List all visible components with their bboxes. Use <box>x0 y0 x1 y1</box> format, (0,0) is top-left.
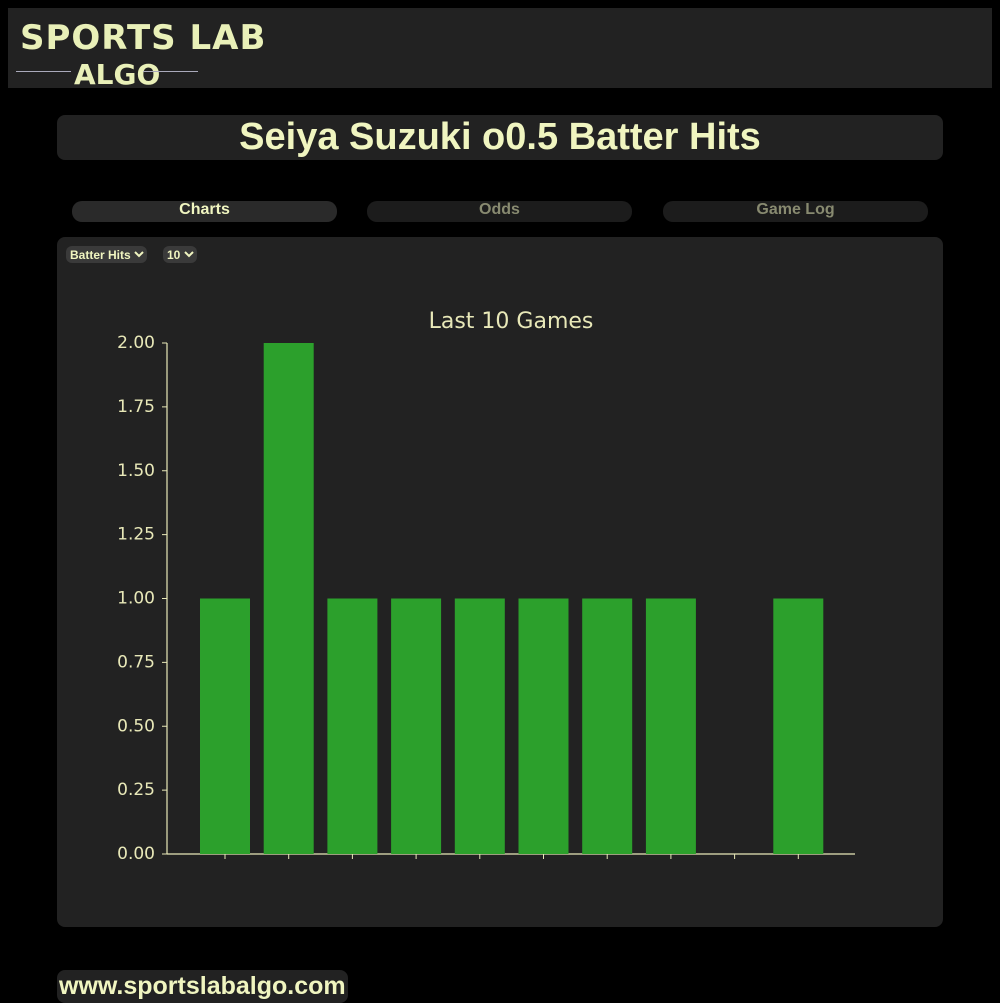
bar <box>773 598 824 854</box>
bar <box>327 598 378 854</box>
bar <box>391 598 442 854</box>
footer-link[interactable]: www.sportslabalgo.com <box>57 970 348 1003</box>
logo-rule <box>143 71 198 72</box>
bar <box>263 343 314 854</box>
tab[interactable]: Odds <box>367 201 632 222</box>
bar <box>518 598 569 854</box>
y-tick-label: 0.75 <box>117 652 155 672</box>
y-tick-label: 2.00 <box>117 333 155 353</box>
header: SPORTS LAB ALGO <box>8 8 992 91</box>
y-tick-label: 1.50 <box>117 461 155 481</box>
y-tick-label: 1.00 <box>117 589 155 609</box>
y-tick-label: 0.00 <box>117 844 155 864</box>
tab[interactable]: Charts <box>72 201 337 222</box>
y-tick-label: 0.50 <box>117 716 155 736</box>
chart-panel: Batter Hits 10 Last 10 Games 0.00 0.25 0.5… <box>57 237 943 927</box>
chart: Last 10 Games 0.00 0.25 0.50 0.75 1.00 1.25 1.… <box>117 309 855 864</box>
bar <box>582 598 633 854</box>
logo-text[interactable]: ALGO <box>74 58 161 91</box>
logo-text[interactable]: SPORTS LAB <box>20 18 267 58</box>
games-select[interactable]: 10 <box>163 246 197 263</box>
y-tick-label: 1.75 <box>117 397 155 417</box>
bar <box>454 598 505 854</box>
chart-title: Last 10 Games <box>429 309 594 334</box>
tab[interactable]: Game Log <box>663 201 928 222</box>
stat-select[interactable]: Batter Hits <box>66 246 147 263</box>
y-tick-label: 0.25 <box>117 780 155 800</box>
y-tick-label: 1.25 <box>117 525 155 545</box>
page-title: Seiya Suzuki o0.5 Batter Hits <box>57 115 943 160</box>
bar <box>645 598 696 854</box>
bar <box>200 598 250 854</box>
logo-rule <box>16 71 71 72</box>
